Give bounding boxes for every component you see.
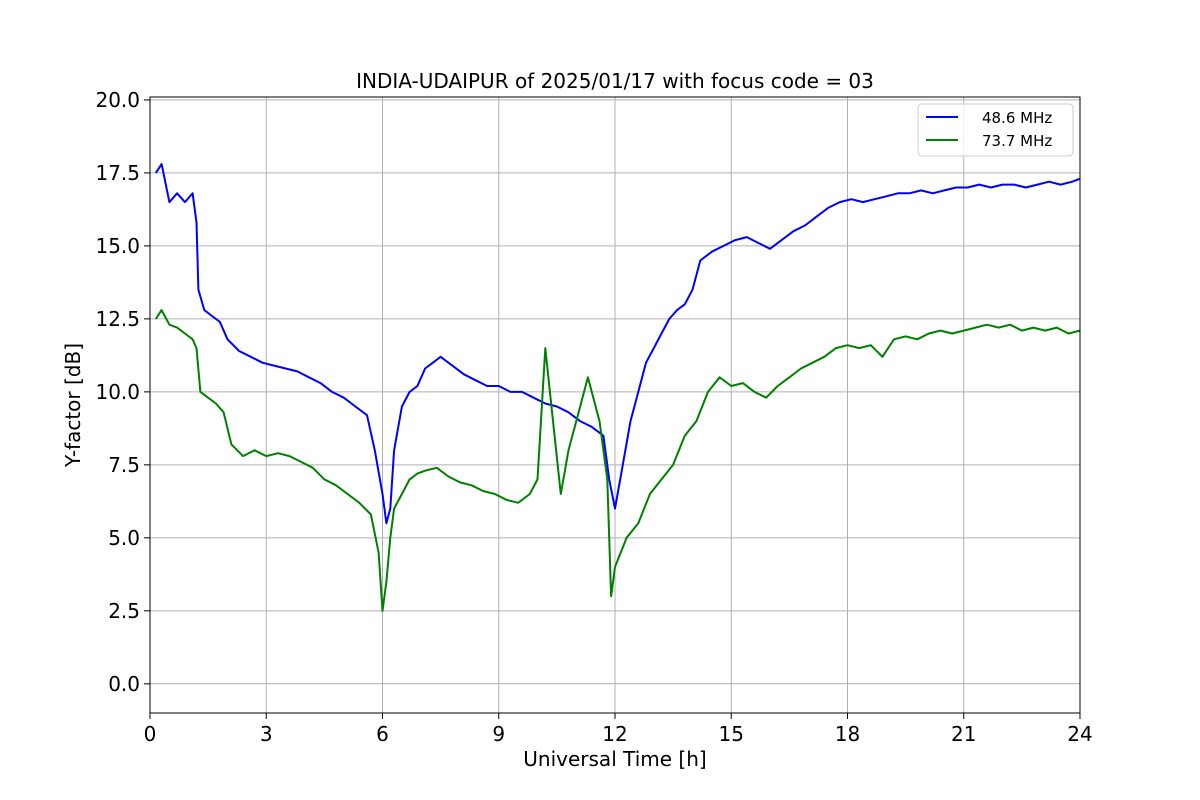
y-tick-label: 12.5 <box>95 307 140 331</box>
y-tick-label: 10.0 <box>95 380 140 404</box>
x-tick-label: 9 <box>492 722 505 746</box>
x-tick-label: 12 <box>602 722 627 746</box>
legend-label-series-2: 73.7 MHz <box>982 132 1052 150</box>
chart-title: INDIA-UDAIPUR of 2025/01/17 with focus c… <box>356 69 874 93</box>
y-axis: 0.0 2.5 5.0 7.5 10.0 12.5 15.0 17.5 20.0 <box>95 88 150 696</box>
series-line-1 <box>154 163 1081 525</box>
y-tick-label: 0.0 <box>108 672 140 696</box>
y-tick-label: 15.0 <box>95 234 140 258</box>
y-tick-label: 20.0 <box>95 88 140 112</box>
x-axis-label: Universal Time [h] <box>523 747 706 771</box>
y-tick-label: 17.5 <box>95 161 140 185</box>
series-layer <box>154 163 1081 612</box>
y-tick-label: 5.0 <box>108 526 140 550</box>
legend: 48.6 MHz 73.7 MHz <box>917 103 1074 157</box>
y-tick-label: 7.5 <box>108 453 140 477</box>
x-tick-label: 6 <box>376 722 389 746</box>
x-tick-label: 0 <box>144 722 157 746</box>
x-tick-label: 15 <box>719 722 744 746</box>
x-tick-label: 18 <box>835 722 860 746</box>
y-tick-label: 2.5 <box>108 599 140 623</box>
y-axis-label: Y-factor [dB] <box>61 343 85 468</box>
x-tick-label: 21 <box>951 722 976 746</box>
legend-label-series-1: 48.6 MHz <box>982 109 1052 127</box>
grid <box>149 97 1081 713</box>
series-line-2 <box>154 309 1081 612</box>
x-axis: 0 3 6 9 12 15 18 21 24 <box>144 713 1093 746</box>
x-tick-label: 3 <box>260 722 273 746</box>
x-tick-label: 24 <box>1067 722 1092 746</box>
